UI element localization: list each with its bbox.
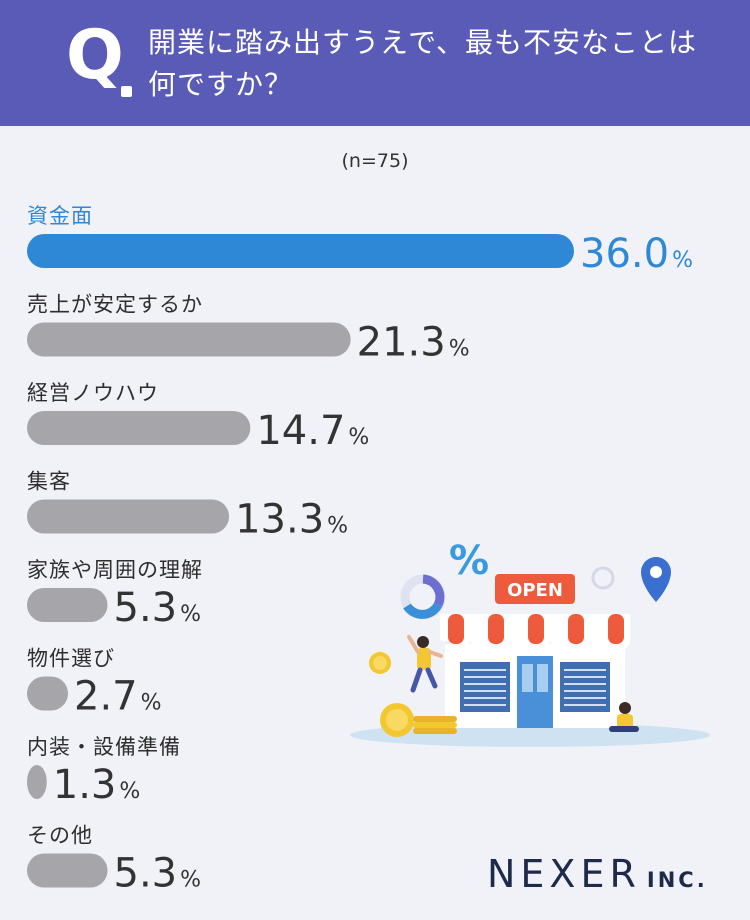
category-label: 集客 — [27, 470, 71, 494]
value-label: 1.3% — [53, 762, 141, 808]
bar — [27, 588, 108, 622]
category-label: 内装・設備準備 — [27, 735, 181, 759]
store-building: OPEN — [440, 574, 630, 728]
location-pin-icon — [641, 557, 671, 602]
value-label: 2.7% — [74, 674, 162, 720]
value-label: 13.3% — [235, 497, 348, 543]
donut-chart-icon — [400, 574, 446, 620]
value-label: 5.3% — [114, 851, 202, 897]
gear-icon — [591, 566, 615, 590]
logo-main-text: NEXER — [487, 852, 641, 896]
bar — [27, 676, 69, 711]
jumping-person — [407, 635, 443, 693]
sitting-person — [609, 702, 639, 732]
bar — [27, 234, 574, 268]
company-logo: NEXER INC. — [487, 852, 708, 896]
store-awning — [440, 614, 630, 650]
logo-sub-text: INC. — [646, 868, 708, 892]
category-label: 物件選び — [27, 647, 115, 671]
category-label: 家族や周囲の理解 — [27, 558, 203, 582]
value-label: 5.3% — [114, 585, 202, 631]
question-header: Q 開業に踏み出すうえで、最も不安なことは 何ですか？ — [0, 0, 750, 126]
category-label: 経営ノウハウ — [27, 381, 159, 405]
open-sign: OPEN — [507, 580, 563, 601]
bar — [27, 411, 251, 445]
bar — [27, 499, 230, 534]
bar — [27, 322, 351, 357]
category-label: 資金面 — [27, 204, 93, 228]
store-illustration: % OPEN — [350, 540, 710, 747]
value-label: 21.3% — [357, 320, 470, 366]
value-label: 14.7% — [256, 408, 369, 454]
sample-size: (n=75) — [341, 150, 409, 172]
question-mark-dot — [121, 86, 132, 97]
category-label: 売上が安定するか — [27, 293, 203, 317]
bar — [27, 765, 47, 799]
value-label: 36.0% — [580, 231, 693, 277]
coins — [369, 652, 457, 737]
question-mark: Q — [66, 16, 124, 95]
category-label: その他 — [27, 824, 93, 848]
question-text: 開業に踏み出すうえで、最も不安なことは 何ですか？ — [148, 26, 698, 101]
percent-icon: % — [449, 540, 489, 584]
bar — [27, 853, 108, 888]
